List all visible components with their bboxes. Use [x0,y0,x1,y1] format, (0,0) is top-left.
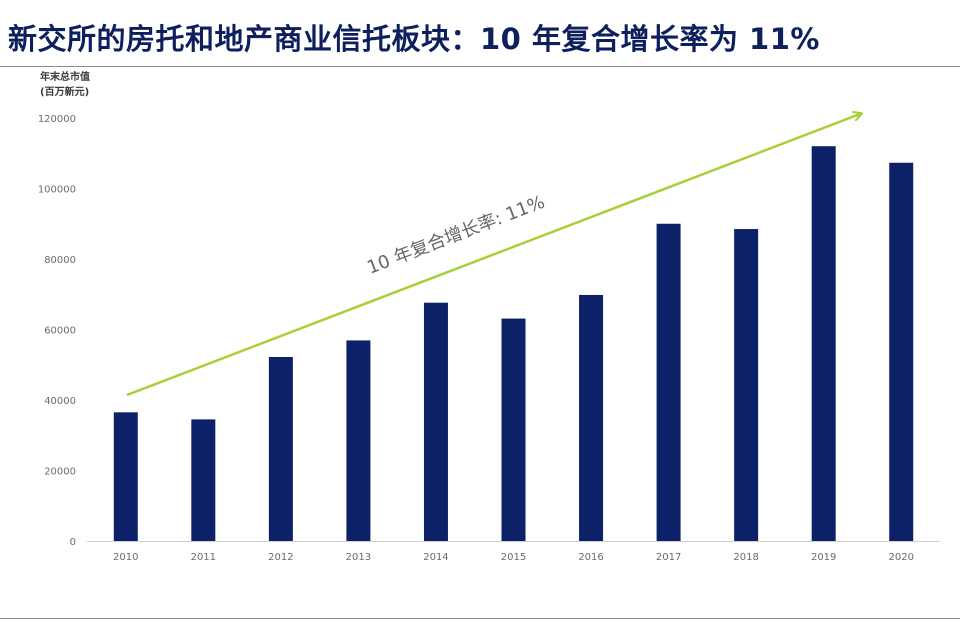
chart-title: 新交所的房托和地产商业信托板块：10 年复合增长率为 11% [8,22,820,56]
x-tick-label: 2015 [501,552,526,563]
bar-2015 [501,318,526,541]
x-tick-label: 2013 [346,552,371,563]
bar-2018 [734,229,759,541]
bar-2012 [268,356,293,541]
growth-trend-arrow [126,114,860,397]
x-tick-label: 2012 [268,552,293,563]
title-divider [0,66,960,67]
y-axis-ticks: 0 20000 40000 60000 80000 100000 120000 [38,114,76,548]
bars [113,146,914,541]
bar-2017 [656,223,681,541]
y-tick-label: 40000 [44,396,76,407]
y-tick-label: 60000 [44,326,76,337]
x-tick-label: 2017 [656,552,681,563]
x-tick-label: 2011 [191,552,216,563]
bar-2013 [346,340,371,541]
x-tick-label: 2019 [811,552,836,563]
x-tick-label: 2010 [113,552,138,563]
y-tick-label: 100000 [38,185,76,196]
bar-2019 [811,146,836,541]
bar-2011 [191,419,216,541]
y-axis-label-line2: (百万新元) [40,87,90,98]
x-tick-label: 2016 [578,552,603,563]
x-tick-label: 2020 [889,552,914,563]
x-axis-ticks: 2010 2011 2012 2013 2014 2015 2016 2017 2018 2019… [113,552,914,563]
y-axis-label-line1: 年末总市值 [40,72,90,83]
growth-annotation: 10 年复合增长率: 11% [364,192,547,279]
bar-2016 [579,294,604,541]
y-tick-label: 120000 [38,114,76,125]
bar-2020 [889,162,914,541]
x-tick-label: 2018 [733,552,758,563]
y-axis-label: 年末总市值 (百万新元) [40,70,90,100]
y-tick-label: 20000 [44,467,76,478]
bar-2014 [423,302,448,541]
x-tick-label: 2014 [423,552,448,563]
bottom-divider [0,618,960,619]
y-tick-label: 0 [70,537,76,548]
bar-2010 [113,412,138,541]
y-tick-label: 80000 [44,255,76,266]
